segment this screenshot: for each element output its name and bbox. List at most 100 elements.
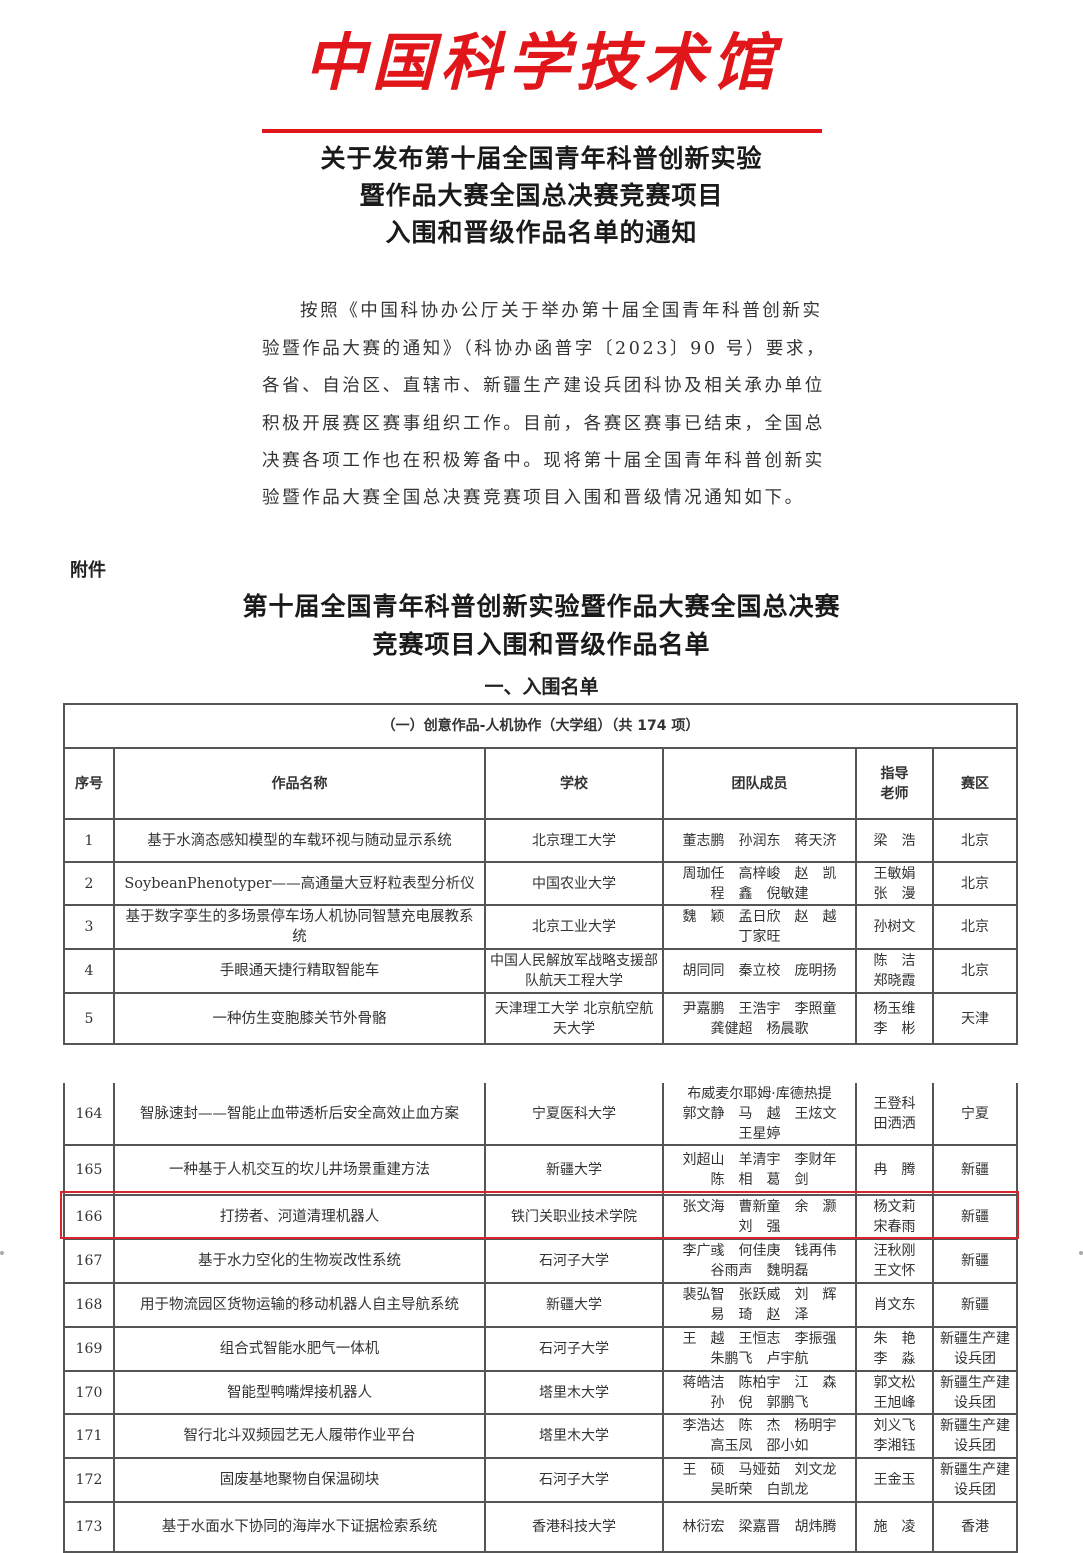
list-title-line-1: 第十届全国青年科普创新实验暨作品大赛全国总决赛 [242,592,841,621]
header-school: 学校 [484,747,664,820]
team-members-line: 郭文静 马 越 王炫文 [682,1105,837,1122]
table-row: 173 基于水面水下协同的海岸水下证据检索系统 香港科技大学 林衍宏 梁嘉晋 胡炜腾 施… [63,1501,1018,1553]
team-members-cell: 张文海 曹新童 余 灏刘 强 [662,1194,857,1240]
notice-title-line-3: 入围和晋级作品名单的通知 [385,218,698,247]
team-members-line: 高玉凤 邵小如 [710,1438,809,1454]
table-row: 169 组合式智能水肥气一体机 石河子大学王 越 王恒志 李振强 朱鹏飞 卢宇航朱 艳… [63,1326,1018,1372]
school-cell: 北京工业大学 [484,904,664,950]
team-members-line: 孙 倪 郭鹏飞 [710,1394,809,1411]
finalist-table-bottom: 164 智脉速封——智能止血带透析后安全高效止血方案 宁夏医科大学 布威麦尔耶姆·库德… [63,1083,1018,1553]
school-cell: 香港科技大学 [484,1501,664,1553]
school-cell: 宁夏医科大学 [484,1083,664,1146]
school-cell: 新疆大学 [484,1282,664,1328]
team-members-cell: 蒋皓洁 陈柏宇 江 森孙 倪 郭鹏飞 [662,1370,857,1415]
work-name-cell: 固废基地聚物自保温砌块 [113,1457,486,1503]
region-cell: 新疆生产建设兵团 [932,1413,1018,1459]
advisor-line: 冉 腾 [873,1162,916,1178]
team-members-cell: 李广彧 何佳庚 钱再伟 谷雨声 魏明磊 [662,1238,857,1284]
team-members-line: 张文海 曹新童 余 灏 [682,1199,837,1215]
region-cell: 北京 [931,861,1019,906]
team-members-cell: 周珈任 高梓峻 赵 凯程 鑫 倪敏建 [662,861,857,906]
row-number-cell: 4 [63,948,115,994]
table-row: 170 智能型鸭嘴焊接机器人 塔里木大学 蒋皓洁 陈柏宇 江 森孙 倪 郭鹏飞 郭文松王… [63,1370,1018,1415]
row-number-cell: 169 [63,1326,115,1372]
advisor-cell: 王敏娟张 漫 [855,861,934,906]
work-name-cell: 智能型鸭嘴焊接机器人 [113,1370,486,1415]
list-title-line-2: 竞赛项目入围和晋级作品名单 [372,630,711,659]
work-name-cell: 基于水滴态感知模型的车载环视与随动显示系统 [113,818,486,863]
header-region: 赛区 [931,747,1019,820]
header-work-name: 作品名称 [113,747,486,820]
advisor-line: 李湘钰 [873,1438,916,1454]
advisor-line: 郑晓霞 [873,973,916,989]
table-row: 167 基于水力空化的生物炭改性系统 石河子大学 李广彧 何佳庚 钱再伟 谷雨声 魏明磊… [63,1238,1018,1284]
body-line-2: 验暨作品大赛的通知》（科协办函普字〔2023〕90 号）要求， [262,339,827,359]
advisor-cell: 刘义飞 李湘钰 [855,1413,934,1459]
advisor-line: 王文怀 [873,1263,916,1279]
advisor-line: 张 漫 [873,885,916,902]
page-edge-mark [0,1251,4,1255]
team-members-line: 吴昕荣 白凯龙 [710,1482,809,1498]
team-members-line: 李广彧 何佳庚 钱再伟 [682,1243,837,1259]
table-row: 1 基于水滴态感知模型的车载环视与随动显示系统 北京理工大学 董志鹏 孙润东 蒋天济 梁… [63,818,1019,863]
notice-title-line-1: 关于发布第十届全国青年科普创新实验 [320,144,763,173]
team-members-line: 魏 颖 孟日欣 赵 越 [682,909,837,925]
team-members-line: 董志鹏 孙润东 蒋天济 [682,832,837,849]
team-members-line: 刘超山 羊清宇 李财年 [682,1152,837,1168]
advisor-cell: 冉 腾 [855,1144,934,1196]
table-row: 168 用于物流园区货物运输的移动机器人自主导航系统 新疆大学 裴弘智 张跃威 刘 辉… [63,1282,1018,1328]
team-members-line: 朱鹏飞 卢宇航 [710,1351,809,1367]
region-cell: 新疆 [932,1194,1018,1240]
row-number-cell: 170 [63,1370,115,1415]
work-name-cell: 基于数字孪生的多场景停车场人机协同智慧充电展教系统 [113,904,486,950]
notice-title-line-2: 暨作品大赛全国总决赛竞赛项目 [359,181,724,210]
school-cell: 塔里木大学 [484,1370,664,1415]
school-cell: 天津理工大学 北京航空航天大学 [484,992,664,1045]
table-row: 172 固废基地聚物自保温砌块 石河子大学王 硕 马娅茹 刘文龙 吴昕荣 白凯龙 王金玉… [63,1457,1018,1503]
team-members-line: 布威麦尔耶姆·库德热提 [687,1085,832,1102]
header-team: 团队成员 [662,747,857,820]
region-cell: 新疆 [932,1144,1018,1196]
advisor-cell: 汪秋刚 王文怀 [855,1238,934,1284]
table-caption: （一）创意作品-人机协作（大学组）（共 174 项） [62,703,1019,749]
body-line-3: 各省、自治区、直辖市、新疆生产建设兵团科协及相关承办单位 [262,376,825,396]
team-members-cell: 尹嘉鹏 王浩宇 李照童 龚健超 杨晨歌 [662,992,857,1045]
region-cell: 新疆生产建设兵团 [932,1326,1018,1372]
region-cell: 北京 [931,818,1019,863]
school-cell: 新疆大学 [484,1144,664,1196]
work-name-cell: 一种基于人机交互的坎儿井场景重建方法 [113,1144,486,1196]
body-line-1: 按照《中国科协办公厅关于举办第十届全国青年科普创新实 [300,301,823,321]
region-cell: 北京 [931,948,1019,994]
advisor-line: 郭文松 [873,1374,916,1391]
team-members-line: 王 越 王恒志 李振强 [682,1331,837,1347]
region-cell: 新疆生产建设兵团 [932,1370,1018,1415]
region-cell: 新疆 [932,1282,1018,1328]
advisor-line: 李 淼 [873,1351,916,1367]
header-advisor: 指导老师 [855,747,934,820]
work-name-cell: 打捞者、河道清理机器人 [113,1194,486,1240]
row-number-cell: 2 [63,861,115,906]
advisor-line: 王敏娟 [873,865,916,882]
advisor-line: 陈 洁 [873,953,916,969]
table-row: 5 一种仿生变胞膝关节外骨骼 天津理工大学 北京航空航天大学 尹嘉鹏 王浩宇 李照童龚… [63,992,1019,1045]
row-number-cell: 171 [63,1413,115,1459]
region-cell: 宁夏 [932,1083,1018,1146]
advisor-cell: 梁 浩 [855,818,934,863]
region-cell: 新疆生产建设兵团 [932,1457,1018,1503]
finalist-table-top: （一）创意作品-人机协作（大学组）（共 174 项） 序号 作品名称 学校 团队… [62,703,1019,1045]
team-members-cell: 董志鹏 孙润东 蒋天济 [662,818,857,863]
advisor-line: 孙树文 [873,919,916,935]
team-members-line: 裴弘智 张跃威 刘 辉 [682,1287,837,1303]
team-members-line: 刘 强 [738,1219,781,1235]
team-members-cell: 李浩达 陈 杰 杨明宇 高玉凤 邵小如 [662,1413,857,1459]
work-name-cell: 一种仿生变胞膝关节外骨骼 [113,992,486,1045]
team-members-line: 陈 相 葛 剑 [710,1172,809,1188]
table-row: 4 手眼通天捷行精取智能车 中国人民解放军战略支援部队航天工程大学 胡同同 秦立校 庞… [63,948,1019,994]
row-number-cell: 3 [63,904,115,950]
letterhead-divider [262,129,822,133]
advisor-cell: 郭文松 王旭峰 [855,1370,934,1415]
advisor-line: 刘义飞 [873,1418,916,1434]
team-members-cell: 刘超山 羊清宇 李财年陈 相 葛 剑 [662,1144,857,1196]
work-name-cell: 基于水力空化的生物炭改性系统 [113,1238,486,1284]
letterhead-logo: 中国科学技术馆 [303,26,780,99]
